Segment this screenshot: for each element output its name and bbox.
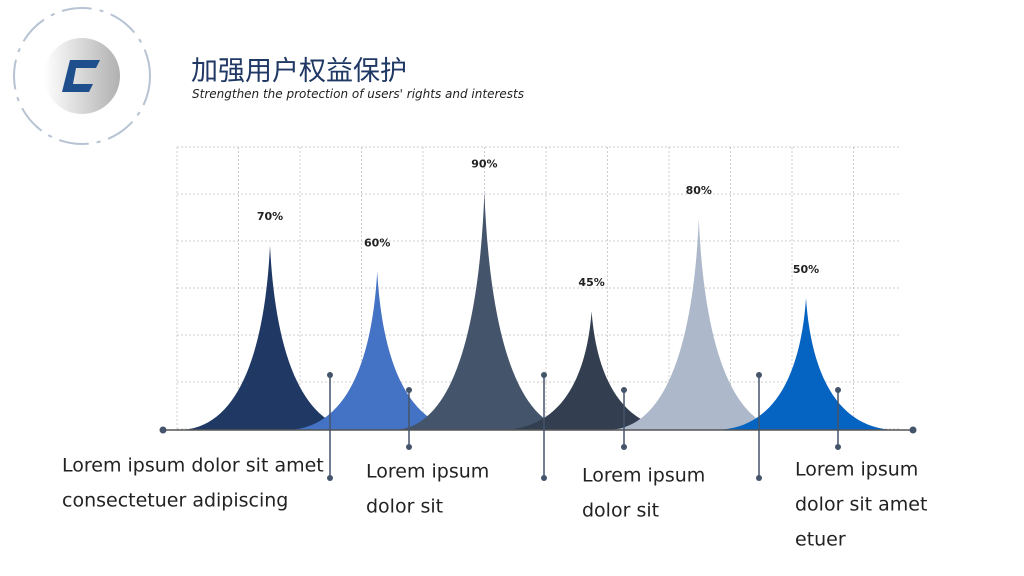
annotation: Lorem ipsum dolor sit amet [62,455,324,477]
value-label: 70% [257,210,283,223]
logo [13,7,151,145]
annotation: Lorem ipsum [795,459,918,481]
value-label: 60% [364,237,390,250]
annotations: Lorem ipsum dolor sit amet consectetuer a… [62,455,927,551]
peak [606,218,791,430]
peak [285,271,470,430]
pins [327,372,841,481]
annotation: Lorem ipsum [366,461,489,483]
pin-dot [756,372,762,378]
pin-dot [621,444,627,450]
title: 加强用户权益保护 [191,56,407,87]
value-label: 45% [578,276,604,289]
annotation: dolor sit [366,496,443,518]
pin-dot [406,444,412,450]
pin-dot [327,475,333,481]
pin-dot [756,475,762,481]
peak [178,245,362,430]
pin-dot [406,387,412,393]
pin-dot [621,387,627,393]
annotation: consectetuer adipiscing [62,490,288,512]
value-label: 80% [686,184,712,197]
peak [392,192,577,430]
axis-dot [159,426,167,434]
annotation: dolor sit [582,500,659,522]
pin-dot [541,475,547,481]
peak [499,311,684,430]
pin-dot [327,372,333,378]
annotation: Lorem ipsum [582,465,705,487]
annotation: etuer [795,529,846,551]
subtitle: Strengthen the protection of users' righ… [192,87,524,101]
pin-dot [835,387,841,393]
peaks: 70% 60% 90% 45% 80% 50% [178,157,898,430]
value-label: 90% [471,157,497,170]
axis-dot [909,426,917,434]
axis [159,426,917,434]
value-label: 50% [793,263,819,276]
pin-dot [835,444,841,450]
peak [714,298,898,430]
annotation: dolor sit amet [795,494,927,516]
pin-dot [541,372,547,378]
